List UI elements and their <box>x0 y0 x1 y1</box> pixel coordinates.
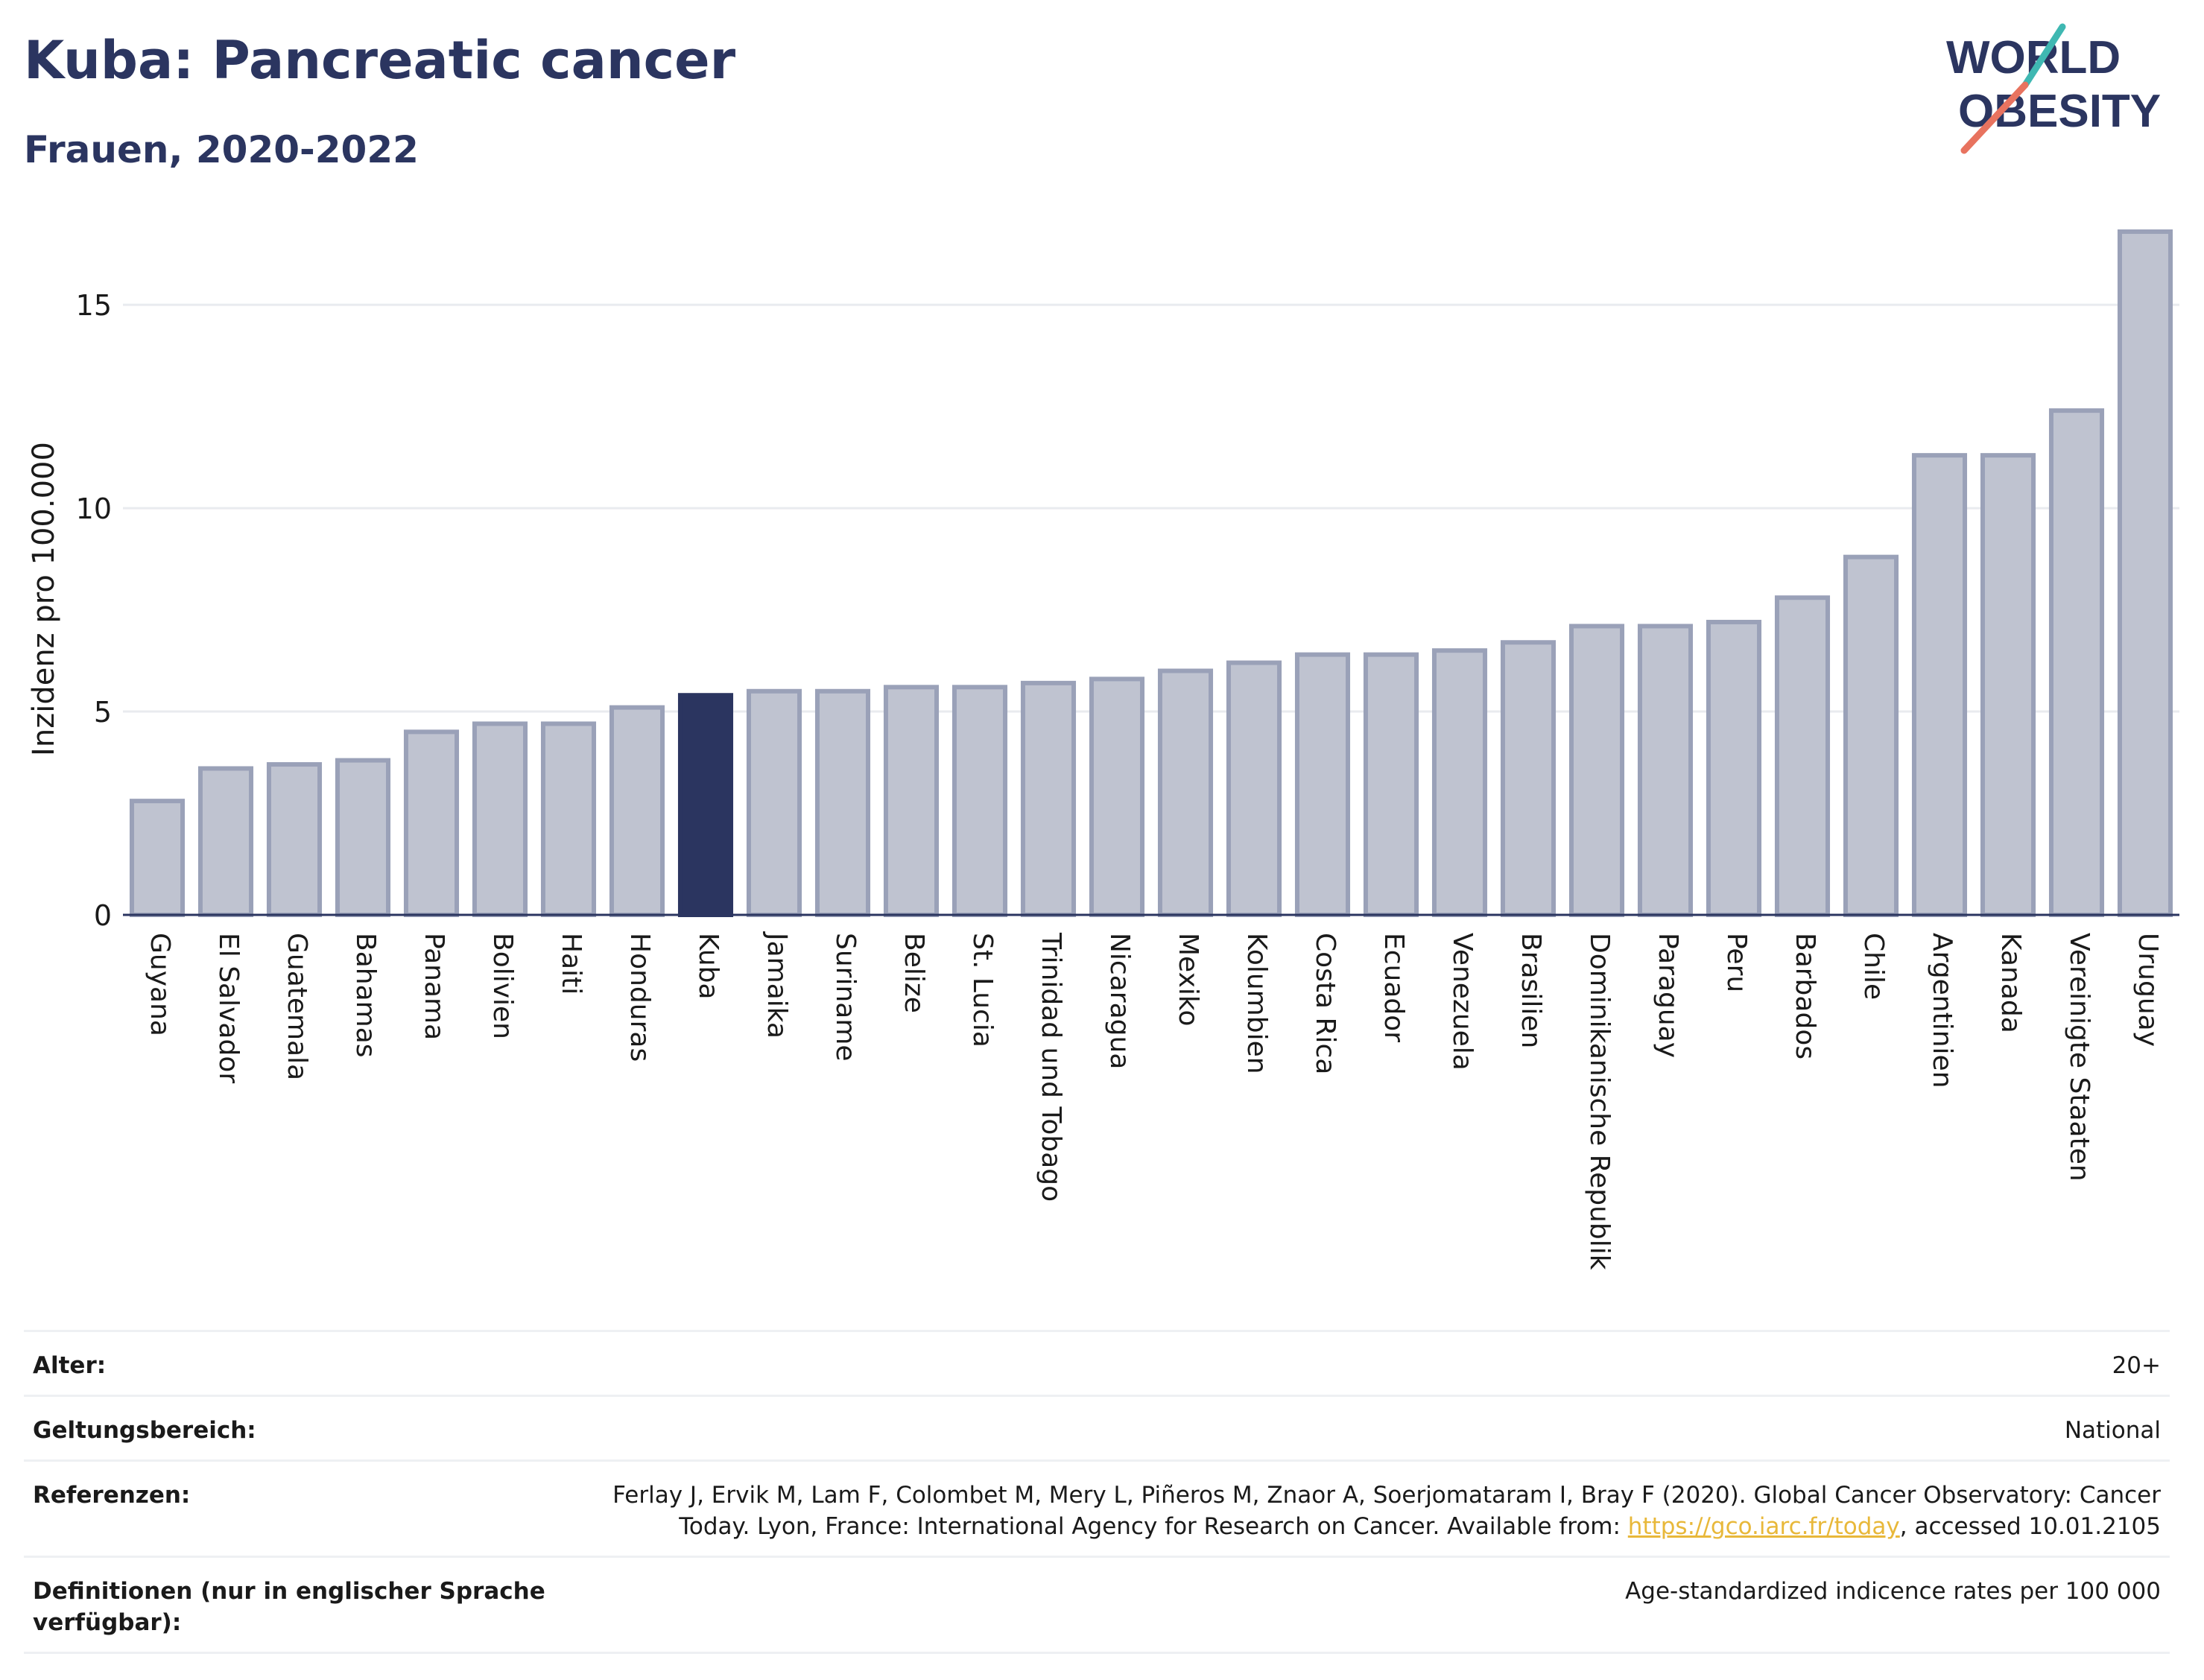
x-tick-label: Panama <box>419 933 449 1040</box>
bar-panama <box>403 729 460 918</box>
meta-label-references: Referenzen: <box>33 1482 191 1509</box>
meta-value-definitions: Age-standardized indicence rates per 100… <box>1625 1578 2161 1605</box>
bar-bahamas <box>335 758 391 917</box>
x-tick-label: Mexiko <box>1173 933 1203 1026</box>
bar-honduras <box>609 705 665 917</box>
bars <box>129 229 2173 918</box>
x-tick-label: Honduras <box>624 933 655 1062</box>
x-axis-ticks: Guyana El Salvador Guatemala Bahamas Panama B… <box>145 931 2163 1270</box>
reference-link[interactable]: https://gco.iarc.fr/today <box>1627 1513 1900 1540</box>
x-tick-label: Dominikanische Republik <box>1584 933 1615 1270</box>
x-tick-label: Guatemala <box>282 933 312 1080</box>
chart-subtitle: Frauen, 2020-2022 <box>24 128 419 171</box>
x-tick-label: Barbados <box>1790 933 1820 1059</box>
bar-haiti <box>540 721 597 917</box>
x-tick-label: Argentinien <box>1927 933 1957 1088</box>
bar-jamaika <box>746 688 802 917</box>
meta-label-scope: Geltungsbereich: <box>33 1417 256 1444</box>
x-tick-label: Vereinigte Staaten <box>2064 933 2094 1182</box>
y-tick-label: 15 <box>76 289 112 322</box>
meta-value-age: 20+ <box>2112 1352 2161 1379</box>
x-tick-label: Paraguay <box>1653 933 1683 1058</box>
x-tick-label: Peru <box>1721 933 1752 992</box>
bar-venezuela <box>1431 648 1488 917</box>
bar-mexiko <box>1157 668 1214 917</box>
x-tick-label: St. Lucia <box>967 933 998 1047</box>
bar-barbados <box>1774 595 1831 918</box>
y-axis-label: Inzidenz pro 100.000 <box>27 442 61 756</box>
x-tick-label: Kuba <box>693 933 723 1000</box>
x-tick-label: Ecuador <box>1378 933 1409 1042</box>
bar-vereinigte-staaten <box>2048 408 2105 917</box>
y-tick-label: 10 <box>76 492 112 525</box>
bar-uruguay <box>2117 229 2173 917</box>
meta-row-references: Referenzen: Ferlay J, Ervik M, Lam F, Co… <box>24 1459 2170 1556</box>
bar-chart: 0 5 10 15 Guyana El Salvador Guatemala Bahamas… <box>27 229 2179 1270</box>
bar-suriname <box>814 688 871 917</box>
x-tick-label: Bolivien <box>487 933 518 1039</box>
x-tick-label: Chile <box>1858 933 1889 1000</box>
x-tick-label: Guyana <box>145 933 175 1036</box>
x-tick-label: Venezuela <box>1447 933 1478 1071</box>
x-tick-label: Kanada <box>1995 933 2026 1033</box>
bar-bolivien <box>472 721 528 917</box>
meta-row-age: Alter: 20+ <box>24 1330 2170 1395</box>
bar-belize <box>883 685 940 918</box>
meta-value-scope: National <box>2064 1417 2161 1444</box>
bar-el-salvador <box>197 766 254 917</box>
chart-title: Kuba: Pancreatic cancer <box>24 30 736 91</box>
meta-label-age: Alter: <box>33 1352 107 1379</box>
bar-peru <box>1706 619 1762 918</box>
y-tick-label: 0 <box>94 899 112 932</box>
bar-kolumbien <box>1226 660 1282 917</box>
meta-value-references: Ferlay J, Ervik M, Lam F, Colombet M, Me… <box>554 1480 2161 1542</box>
x-tick-label: Uruguay <box>2132 933 2163 1047</box>
metadata-table: Alter: 20+ Geltungsbereich: National Ref… <box>24 1330 2170 1654</box>
x-tick-label: Kolumbien <box>1241 933 1272 1074</box>
bar-ecuador <box>1363 652 1419 918</box>
meta-label-definitions: Definitionen (nur in englischer Sprache … <box>33 1578 545 1636</box>
bar-guyana <box>129 799 186 918</box>
reference-accessed: , accessed 10.01.2105 <box>1899 1513 2161 1540</box>
bar-guatemala <box>266 762 323 918</box>
x-tick-label: Brasilien <box>1516 933 1546 1048</box>
bar-nicaragua <box>1089 676 1145 917</box>
bar-brasilien <box>1500 640 1557 918</box>
x-tick-label: Costa Rica <box>1310 933 1340 1074</box>
bar-costa-rica <box>1294 652 1351 918</box>
y-tick-label: 5 <box>94 696 112 729</box>
world-obesity-logo: WORLD OBESITY <box>1946 23 2161 154</box>
bar-dominikanische-republik <box>1568 624 1625 917</box>
x-tick-label: Trinidad und Tobago <box>1036 932 1066 1202</box>
svg-text:OBESITY: OBESITY <box>1958 86 2161 137</box>
bar-chile <box>1843 554 1899 917</box>
x-tick-label: Belize <box>899 933 929 1013</box>
y-axis-ticks: 0 5 10 15 <box>76 289 112 932</box>
bar-argentinien <box>1911 453 1968 917</box>
x-tick-label: Jamaika <box>761 931 792 1039</box>
x-tick-label: Bahamas <box>350 933 381 1058</box>
bar-st-lucia <box>951 685 1008 918</box>
bar-kanada <box>1980 453 2036 917</box>
gridlines <box>123 303 2179 713</box>
bar-kuba <box>677 693 734 917</box>
reference-text: Ferlay J, Ervik M, Lam F, Colombet M, Me… <box>612 1482 2161 1540</box>
x-tick-label: Suriname <box>830 933 861 1062</box>
bar-trinidad-und-tobago <box>1020 680 1077 917</box>
meta-row-definitions: Definitionen (nur in englischer Sprache … <box>24 1556 2170 1654</box>
bar-paraguay <box>1637 624 1694 917</box>
x-tick-label: Nicaragua <box>1104 933 1135 1069</box>
x-tick-label: Haiti <box>556 933 586 995</box>
x-tick-label: El Salvador <box>213 933 244 1083</box>
meta-row-scope: Geltungsbereich: National <box>24 1395 2170 1459</box>
